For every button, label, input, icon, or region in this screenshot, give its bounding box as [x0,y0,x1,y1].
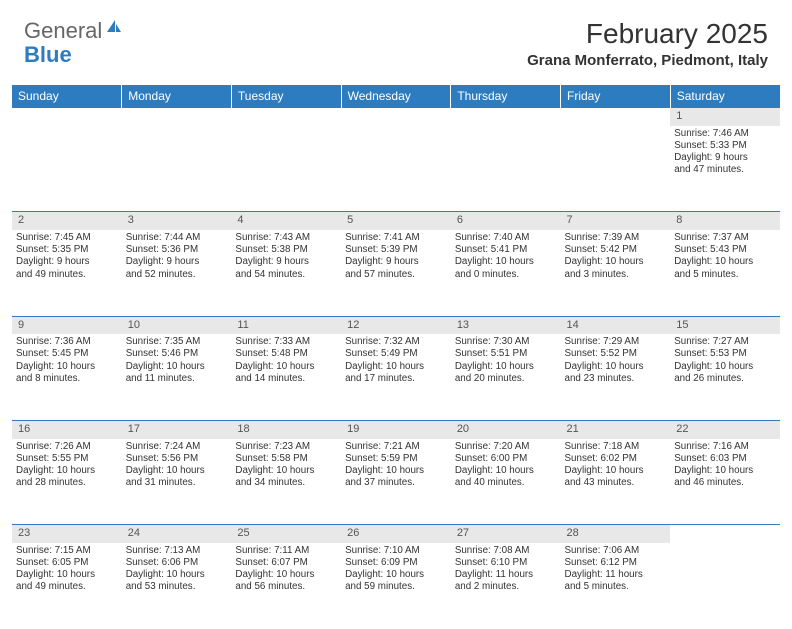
weekday-header: Saturday [670,85,780,108]
day-number-cell: 5 [341,212,451,230]
day-number-cell: 1 [670,108,780,126]
day-content-cell: Sunrise: 7:35 AMSunset: 5:46 PMDaylight:… [122,334,232,420]
day-content-cell: Sunrise: 7:13 AMSunset: 6:06 PMDaylight:… [122,543,232,629]
day-number-cell [670,525,780,543]
day-number-cell: 27 [451,525,561,543]
day-content-cell [341,126,451,212]
day-number-row: 2345678 [12,212,780,230]
weekday-header: Tuesday [231,85,341,108]
day-content-cell: Sunrise: 7:30 AMSunset: 5:51 PMDaylight:… [451,334,561,420]
day-content-cell [670,543,780,629]
day-content-cell: Sunrise: 7:27 AMSunset: 5:53 PMDaylight:… [670,334,780,420]
day-number-cell [231,108,341,126]
weekday-header: Friday [561,85,671,108]
day-content-cell: Sunrise: 7:20 AMSunset: 6:00 PMDaylight:… [451,439,561,525]
day-content-cell: Sunrise: 7:37 AMSunset: 5:43 PMDaylight:… [670,230,780,316]
day-content-cell: Sunrise: 7:06 AMSunset: 6:12 PMDaylight:… [561,543,671,629]
day-content-cell: Sunrise: 7:15 AMSunset: 6:05 PMDaylight:… [12,543,122,629]
day-number-cell: 24 [122,525,232,543]
day-content-row: Sunrise: 7:36 AMSunset: 5:45 PMDaylight:… [12,334,780,420]
day-number-cell: 2 [12,212,122,230]
day-content-cell: Sunrise: 7:11 AMSunset: 6:07 PMDaylight:… [231,543,341,629]
day-number-cell: 20 [451,420,561,438]
day-number-cell [561,108,671,126]
day-content-cell: Sunrise: 7:23 AMSunset: 5:58 PMDaylight:… [231,439,341,525]
day-number-cell: 13 [451,316,561,334]
day-content-cell: Sunrise: 7:10 AMSunset: 6:09 PMDaylight:… [341,543,451,629]
day-content-cell: Sunrise: 7:33 AMSunset: 5:48 PMDaylight:… [231,334,341,420]
day-content-cell: Sunrise: 7:24 AMSunset: 5:56 PMDaylight:… [122,439,232,525]
day-content-cell: Sunrise: 7:18 AMSunset: 6:02 PMDaylight:… [561,439,671,525]
day-content-row: Sunrise: 7:45 AMSunset: 5:35 PMDaylight:… [12,230,780,316]
day-content-cell [12,126,122,212]
day-number-row: 232425262728 [12,525,780,543]
logo-sail-icon [105,18,123,36]
day-content-cell: Sunrise: 7:36 AMSunset: 5:45 PMDaylight:… [12,334,122,420]
day-content-cell: Sunrise: 7:40 AMSunset: 5:41 PMDaylight:… [451,230,561,316]
day-content-row: Sunrise: 7:15 AMSunset: 6:05 PMDaylight:… [12,543,780,629]
day-number-cell: 11 [231,316,341,334]
day-number-cell: 23 [12,525,122,543]
logo: General [24,18,123,44]
day-number-cell: 6 [451,212,561,230]
weekday-header-row: SundayMondayTuesdayWednesdayThursdayFrid… [12,85,780,108]
day-content-cell: Sunrise: 7:16 AMSunset: 6:03 PMDaylight:… [670,439,780,525]
month-title: February 2025 [527,18,768,50]
day-number-cell: 7 [561,212,671,230]
day-content-cell: Sunrise: 7:45 AMSunset: 5:35 PMDaylight:… [12,230,122,316]
day-content-cell: Sunrise: 7:29 AMSunset: 5:52 PMDaylight:… [561,334,671,420]
header: General February 2025 Grana Monferrato, … [0,0,792,77]
day-content-cell [122,126,232,212]
day-number-cell: 4 [231,212,341,230]
day-number-row: 1 [12,108,780,126]
day-content-cell [231,126,341,212]
day-number-cell: 10 [122,316,232,334]
day-number-cell: 16 [12,420,122,438]
day-number-cell: 28 [561,525,671,543]
day-number-cell: 8 [670,212,780,230]
day-number-cell: 26 [341,525,451,543]
day-content-cell: Sunrise: 7:08 AMSunset: 6:10 PMDaylight:… [451,543,561,629]
day-content-cell [561,126,671,212]
day-number-cell: 21 [561,420,671,438]
day-number-cell: 19 [341,420,451,438]
day-content-row: Sunrise: 7:26 AMSunset: 5:55 PMDaylight:… [12,439,780,525]
day-number-row: 16171819202122 [12,420,780,438]
calendar-table: SundayMondayTuesdayWednesdayThursdayFrid… [12,85,780,629]
day-number-cell: 3 [122,212,232,230]
logo-text-1: General [24,18,102,44]
day-content-cell: Sunrise: 7:41 AMSunset: 5:39 PMDaylight:… [341,230,451,316]
day-number-cell [341,108,451,126]
weekday-header: Sunday [12,85,122,108]
weekday-header: Thursday [451,85,561,108]
day-number-cell: 17 [122,420,232,438]
day-number-cell: 15 [670,316,780,334]
day-number-cell [451,108,561,126]
weekday-header: Monday [122,85,232,108]
day-number-cell: 14 [561,316,671,334]
day-number-cell: 18 [231,420,341,438]
day-content-cell: Sunrise: 7:43 AMSunset: 5:38 PMDaylight:… [231,230,341,316]
title-block: February 2025 Grana Monferrato, Piedmont… [527,18,768,69]
day-number-cell [122,108,232,126]
day-number-cell [12,108,122,126]
day-number-cell: 12 [341,316,451,334]
day-number-row: 9101112131415 [12,316,780,334]
weekday-header: Wednesday [341,85,451,108]
day-content-cell: Sunrise: 7:46 AMSunset: 5:33 PMDaylight:… [670,126,780,212]
day-content-cell: Sunrise: 7:21 AMSunset: 5:59 PMDaylight:… [341,439,451,525]
day-content-cell: Sunrise: 7:39 AMSunset: 5:42 PMDaylight:… [561,230,671,316]
day-content-cell: Sunrise: 7:26 AMSunset: 5:55 PMDaylight:… [12,439,122,525]
day-content-cell: Sunrise: 7:44 AMSunset: 5:36 PMDaylight:… [122,230,232,316]
day-number-cell: 9 [12,316,122,334]
day-number-cell: 22 [670,420,780,438]
location: Grana Monferrato, Piedmont, Italy [527,52,768,69]
day-content-row: Sunrise: 7:46 AMSunset: 5:33 PMDaylight:… [12,126,780,212]
day-content-cell: Sunrise: 7:32 AMSunset: 5:49 PMDaylight:… [341,334,451,420]
logo-text-2: Blue [24,42,72,68]
day-content-cell [451,126,561,212]
day-number-cell: 25 [231,525,341,543]
